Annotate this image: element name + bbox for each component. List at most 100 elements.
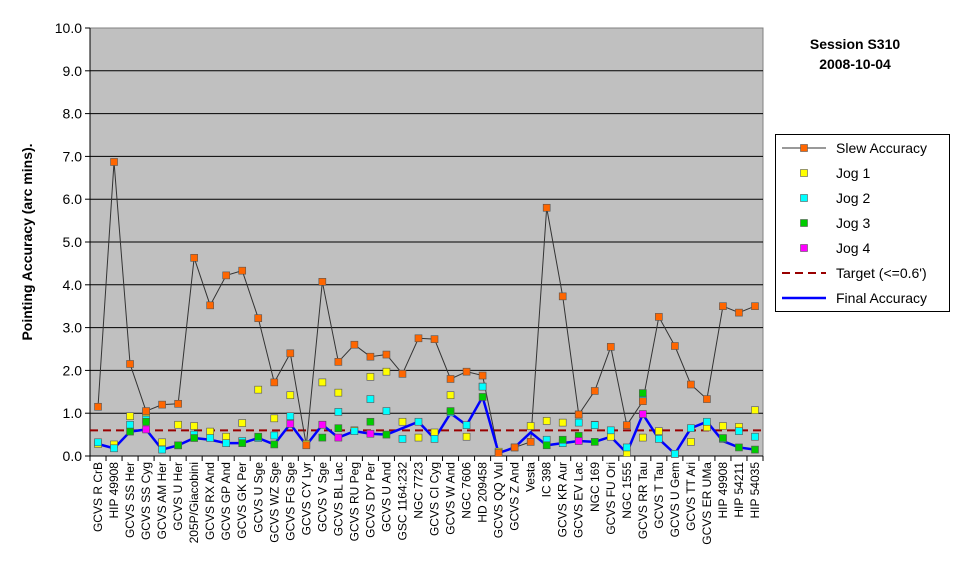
jog-2-point <box>366 395 375 403</box>
jog-2-point <box>735 427 743 435</box>
slew-accuracy-point <box>382 350 391 359</box>
jog-1-point <box>206 427 214 436</box>
jog-2-point <box>751 432 759 441</box>
slew-accuracy-point <box>366 352 375 361</box>
x-tick-label: GCVS T Tau <box>652 462 666 529</box>
slew-accuracy-point <box>302 441 311 450</box>
slew-accuracy-point <box>671 342 679 350</box>
jog-1-point <box>719 422 727 430</box>
slew-accuracy-point <box>574 410 583 419</box>
legend-item-final: Final Accuracy <box>776 286 949 311</box>
y-axis-label: Pointing Accuracy (arc mins). <box>19 143 35 340</box>
x-tick-label: GCVS RX And <box>203 462 217 540</box>
jog-2-point <box>110 444 118 453</box>
legend-swatch-jog3 <box>800 219 808 227</box>
x-tick-label: NGC 7606 <box>460 462 474 519</box>
slew-accuracy-point <box>414 334 423 343</box>
jog-3-point <box>142 417 150 426</box>
slew-accuracy-point <box>751 302 759 311</box>
jog-1-point <box>238 419 247 427</box>
y-tick-label: 10.0 <box>55 20 82 36</box>
jog-3-point <box>639 389 647 397</box>
gridlines <box>90 70 763 414</box>
jog-1-point <box>542 417 551 425</box>
jog-2-point <box>350 427 359 435</box>
legend-label-jog3: Jog 3 <box>836 215 871 231</box>
jog-3-point <box>751 445 759 454</box>
jog-1-point <box>366 373 375 381</box>
jog-2-point <box>270 431 279 440</box>
slew-accuracy-line <box>97 161 756 454</box>
slew-accuracy-point <box>735 308 743 317</box>
x-tick-label: GCVS Z And <box>508 462 522 531</box>
x-tick-label: GCVS QQ Vul <box>492 462 506 538</box>
slew-accuracy-point <box>430 335 439 343</box>
x-tick-label: GCVS RR Tau <box>636 462 650 539</box>
x-tick-label: Vesta <box>524 462 538 492</box>
x-tick-label: NGC 1555 <box>620 462 634 519</box>
jog-4-point <box>334 433 343 442</box>
legend-swatch-jog1 <box>800 169 808 177</box>
x-tick-label: GCVS GP And <box>219 462 233 541</box>
y-tick-label: 2.0 <box>63 362 83 378</box>
slew-accuracy-point <box>655 313 663 321</box>
slew-accuracy-point <box>639 397 647 406</box>
chart-title: Session S310 2008-10-04 <box>790 34 920 74</box>
y-tick-label: 3.0 <box>63 320 83 336</box>
slew-accuracy-point <box>622 421 631 429</box>
jog-3-point <box>719 434 727 442</box>
legend: Slew Accuracy Jog 1 Jog 2 Jog 3 Jog 4 Target … <box>775 134 950 312</box>
jog-1-point <box>558 418 567 427</box>
jog-1-point <box>462 432 471 441</box>
x-tick-label: GCVS SS Cyg <box>139 462 153 540</box>
jog-2-point <box>687 424 695 432</box>
x-tick-label: GCVS DY Per <box>363 462 377 538</box>
slew-accuracy-point <box>478 371 487 380</box>
jog-4-point <box>286 420 295 428</box>
slew-accuracy-point <box>719 302 727 311</box>
jog-2-point <box>590 421 599 429</box>
slew-accuracy-point <box>334 358 343 366</box>
x-tick-label: GCVS W And <box>444 462 458 535</box>
jog-1-point <box>655 427 663 435</box>
slew-accuracy-point <box>94 402 102 411</box>
x-tick-label: GCVS ER UMa <box>700 462 714 545</box>
jog-3-point <box>270 440 279 449</box>
jog-2-point <box>334 408 343 416</box>
legend-label-jog1: Jog 1 <box>836 165 871 181</box>
jog-3-point <box>735 443 743 452</box>
slew-accuracy-point <box>462 367 471 376</box>
slew-accuracy-point <box>494 449 503 457</box>
jog-1-point <box>446 391 455 400</box>
slew-accuracy-point <box>190 254 198 262</box>
slew-accuracy-point <box>110 158 118 166</box>
jog-2-point <box>703 417 711 426</box>
x-tick-label: HIP 54035 <box>748 462 762 519</box>
legend-label-final: Final Accuracy <box>836 290 928 306</box>
x-tick-label: GCVS CI Cyg <box>428 462 442 536</box>
jog-2-point <box>382 407 391 415</box>
jog-3-point <box>254 432 263 441</box>
slew-accuracy-point <box>703 395 711 403</box>
jog-3-point <box>382 430 391 439</box>
legend-swatch-target <box>782 272 826 274</box>
y-tick-label: 0.0 <box>63 448 83 464</box>
x-tick-label: GCVS U And <box>379 462 393 532</box>
jog-4-point <box>142 425 150 434</box>
jog-1-point <box>190 422 198 430</box>
x-tick-label: HIP 49908 <box>107 462 121 519</box>
x-tick-label: GCVS GK Per <box>235 462 249 539</box>
y-tick-label: 9.0 <box>63 63 83 79</box>
slew-accuracy-point <box>158 400 166 409</box>
x-tick-label: NGC 7723 <box>411 462 425 519</box>
chart-title-date: 2008-10-04 <box>819 56 891 72</box>
y-tick-label: 8.0 <box>63 106 83 122</box>
jog-1-point <box>639 433 647 442</box>
jog-4-point <box>366 429 375 438</box>
x-tick-label: GCVS CY Lyr <box>299 462 313 535</box>
x-tick-label: GCVS AM Her <box>155 462 169 539</box>
x-tick-label: GCVS EV Lac <box>572 462 586 538</box>
slew-accuracy-point <box>318 278 327 286</box>
slew-accuracy-point <box>398 370 407 378</box>
legend-item-jog3: Jog 3 <box>776 211 949 236</box>
